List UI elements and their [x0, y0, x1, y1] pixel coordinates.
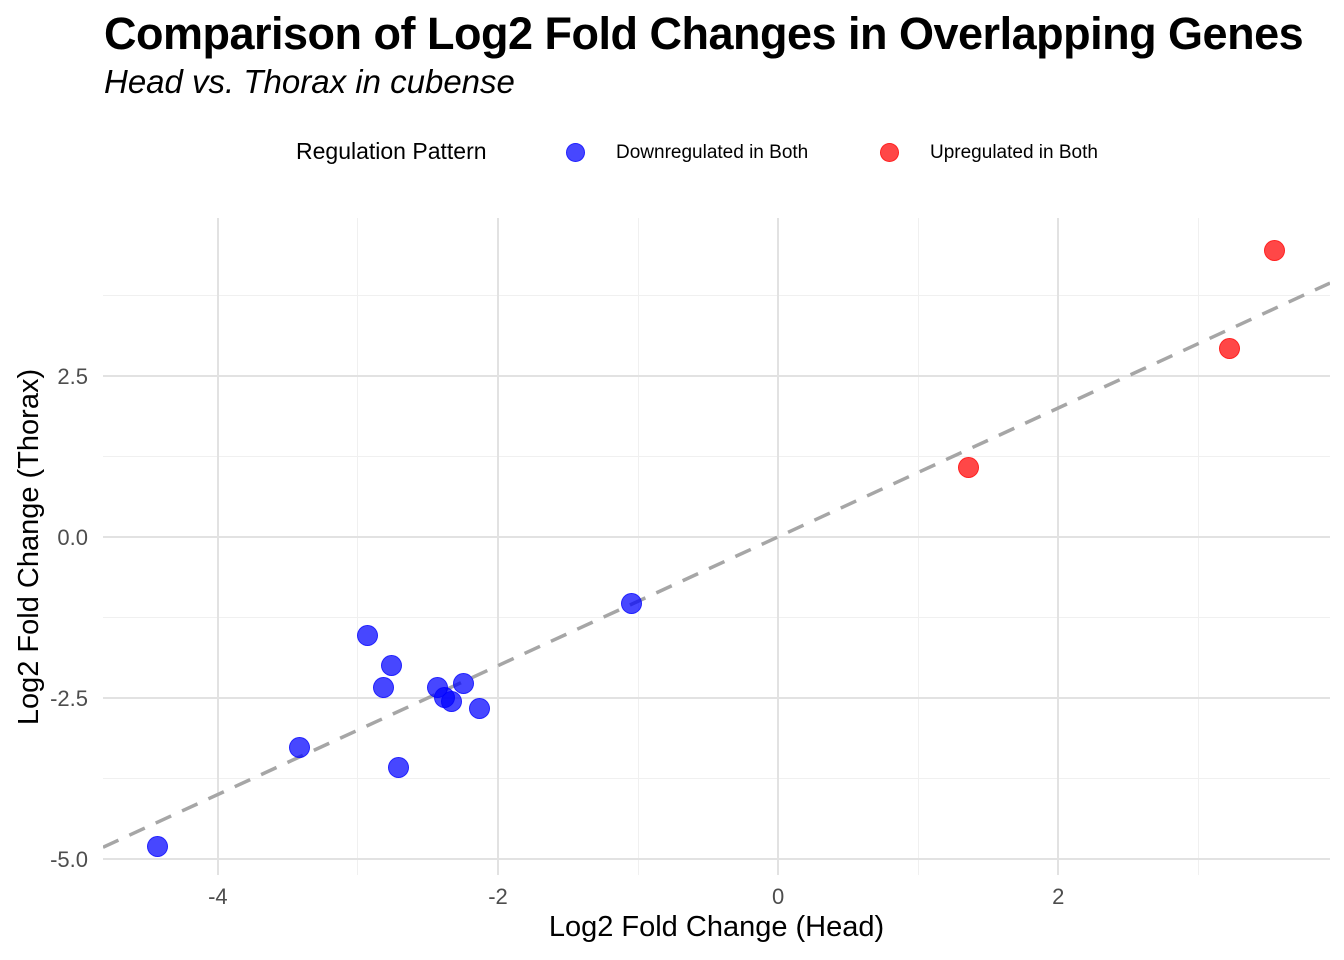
legend-label-upregulated: Upregulated in Both	[930, 142, 1098, 163]
horizontal-minor-gridline	[103, 455, 1330, 457]
data-point-downregulated	[441, 691, 463, 713]
data-point-upregulated	[1218, 338, 1240, 360]
x-tick-label: 0	[771, 884, 785, 909]
vertical-major-gridline	[1057, 218, 1060, 875]
horizontal-major-gridline	[103, 696, 1330, 699]
horizontal-minor-gridline	[103, 294, 1330, 296]
x-tick-label: -2	[488, 884, 508, 909]
x-tick-label: -4	[208, 884, 228, 909]
data-point-downregulated	[469, 697, 491, 719]
data-point-upregulated	[1263, 239, 1285, 261]
y-tick-label: -5.0	[50, 846, 88, 872]
data-point-downregulated	[388, 756, 409, 778]
vertical-minor-gridline	[357, 218, 359, 875]
x-tick-label: 2	[1052, 884, 1065, 909]
vertical-major-gridline	[216, 218, 219, 875]
vertical-minor-gridline	[917, 218, 919, 875]
data-point-downregulated	[381, 655, 402, 677]
y-tick-label: 0.0	[57, 524, 88, 550]
chart-subtitle: Head vs. Thorax in cubense	[104, 63, 515, 100]
horizontal-minor-gridline	[103, 777, 1330, 779]
vertical-minor-gridline	[637, 218, 639, 875]
vertical-minor-gridline	[1197, 218, 1199, 875]
x-axis-title: Log2 Fold Change (Head)	[548, 911, 885, 943]
chart-title: Comparison of Log2 Fold Changes in Overl…	[104, 8, 1304, 59]
y-tick-label: 2.5	[57, 363, 88, 389]
legend-title: Regulation Pattern	[296, 138, 487, 164]
horizontal-major-gridline	[103, 535, 1330, 538]
vertical-major-gridline	[777, 218, 780, 875]
legend-marker-downregulated-icon	[566, 143, 585, 162]
data-point-downregulated	[357, 624, 379, 646]
data-point-downregulated	[147, 835, 169, 857]
identity-reference-line	[103, 281, 1330, 849]
data-point-downregulated	[452, 673, 474, 695]
data-point-downregulated	[288, 737, 310, 758]
legend-marker-upregulated-icon	[880, 143, 899, 162]
data-point-downregulated	[620, 593, 642, 615]
horizontal-major-gridline	[103, 857, 1330, 860]
horizontal-major-gridline	[103, 374, 1330, 377]
data-point-downregulated	[372, 677, 394, 699]
horizontal-minor-gridline	[103, 616, 1330, 618]
data-point-upregulated	[958, 456, 980, 478]
plot-panel	[103, 218, 1330, 875]
legend-label-downregulated: Downregulated in Both	[616, 142, 809, 163]
vertical-major-gridline	[497, 218, 499, 875]
y-tick-label: -2.5	[50, 685, 88, 711]
